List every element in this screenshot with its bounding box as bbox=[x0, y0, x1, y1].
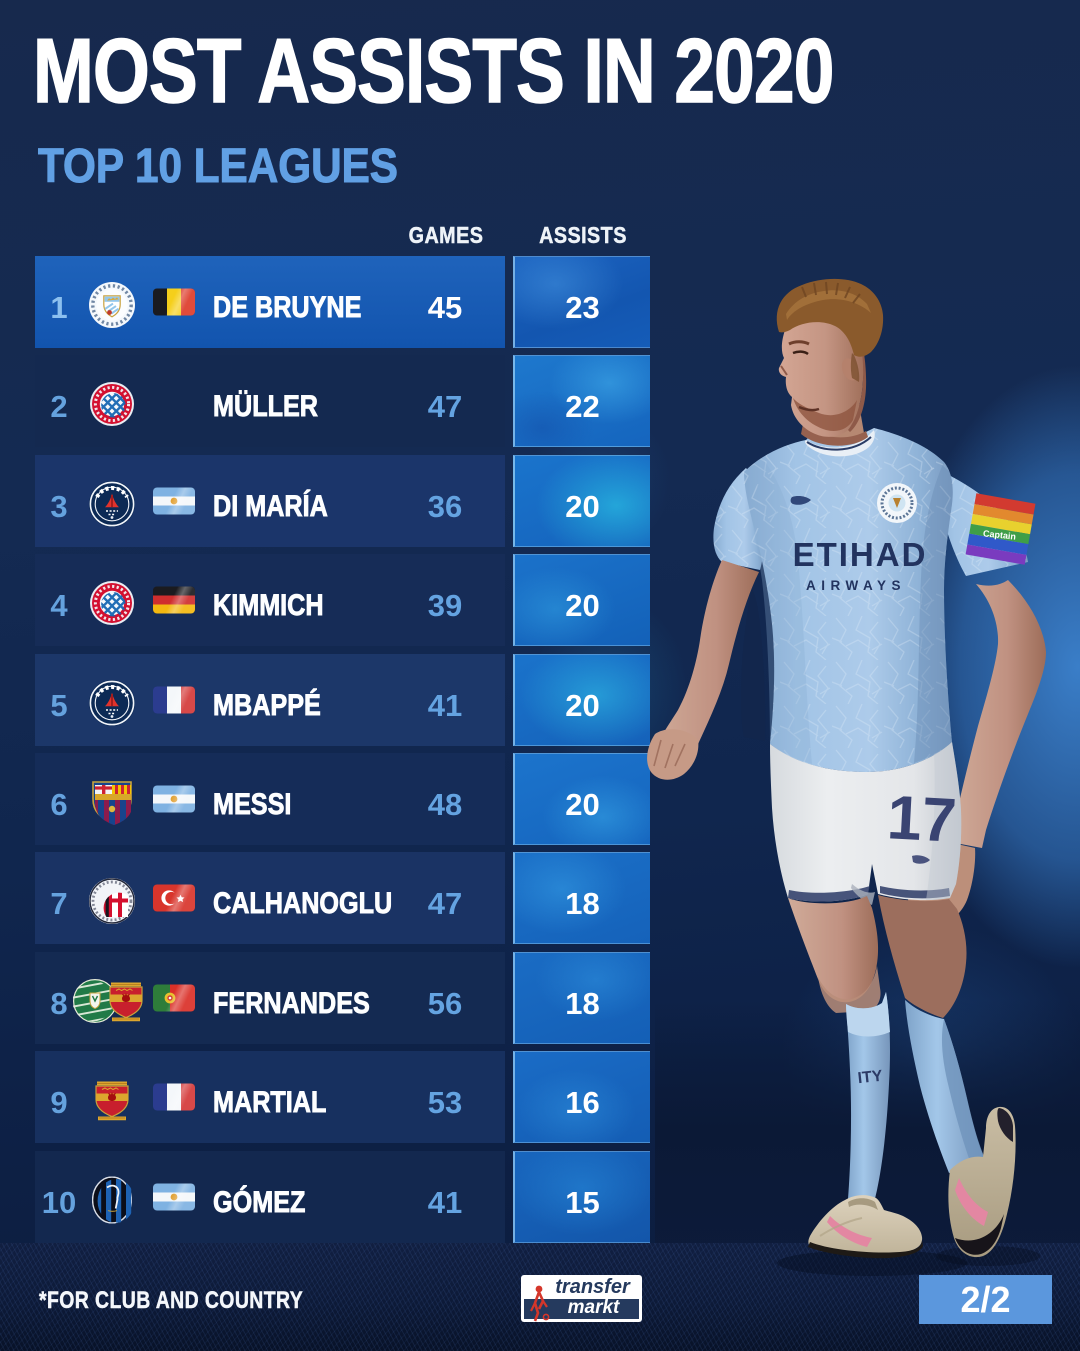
svg-text:Captain: Captain bbox=[983, 528, 1017, 541]
svg-text:17: 17 bbox=[886, 783, 958, 856]
svg-text:AIRWAYS: AIRWAYS bbox=[806, 578, 906, 593]
svg-text:ITY: ITY bbox=[857, 1068, 884, 1088]
svg-text:ETIHAD: ETIHAD bbox=[793, 536, 928, 573]
